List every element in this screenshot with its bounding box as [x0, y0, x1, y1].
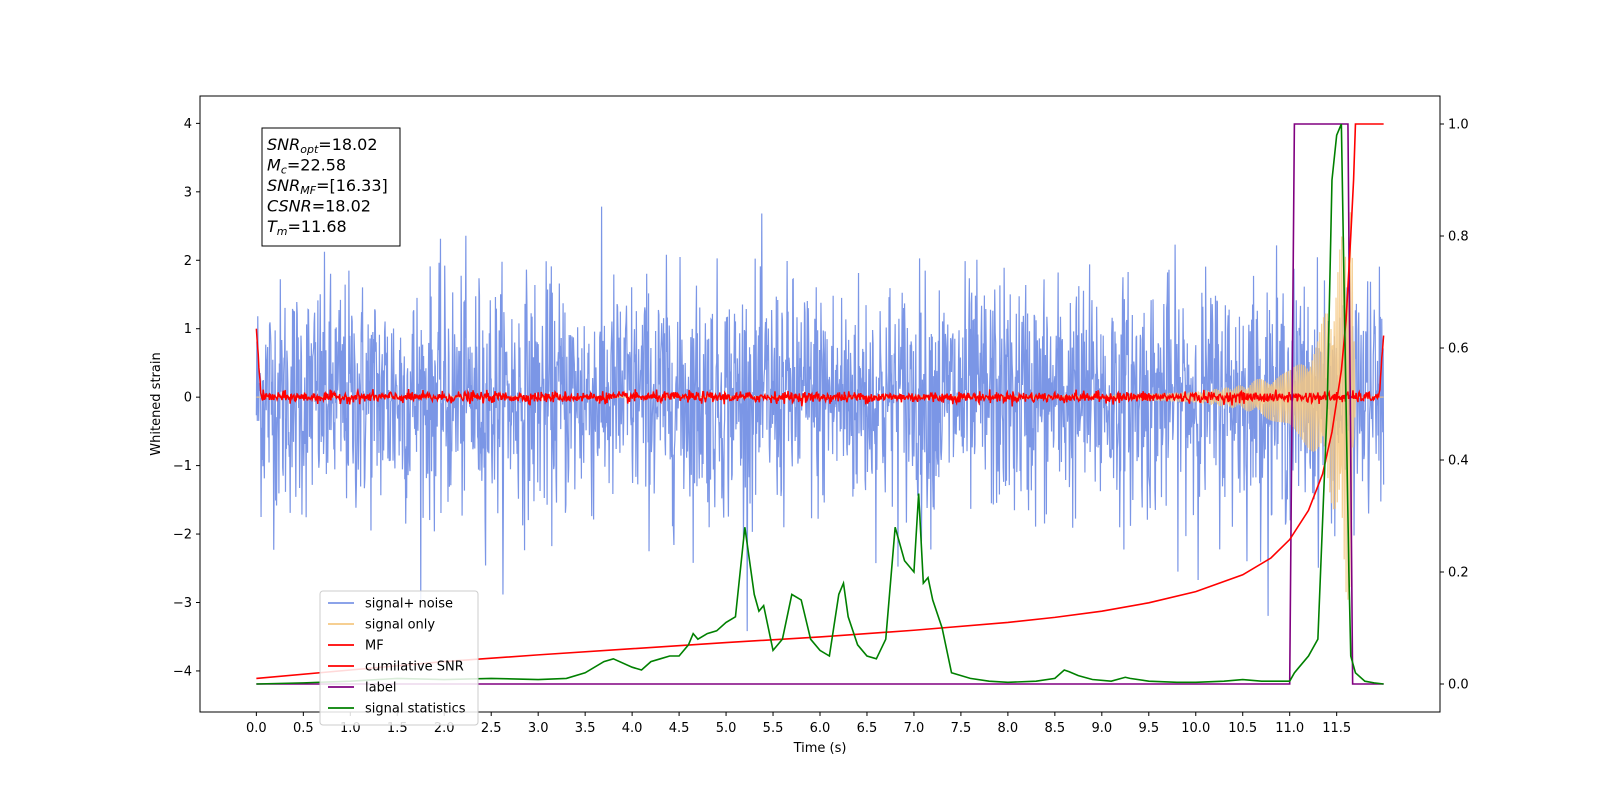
series-mf: [255, 328, 1385, 407]
y2-tick-label: 0.8: [1448, 230, 1469, 245]
x-tick-label: 3.5: [575, 721, 596, 736]
legend-frame: [319, 590, 479, 726]
annotation-line: Mc=22.58: [267, 156, 346, 177]
x-tick-label: 3.0: [528, 721, 549, 736]
legend: signal+ noise signal only MF cumilative SNR…: [319, 590, 479, 726]
x-tick-label: 9.0: [1091, 721, 1112, 736]
y2-tick-label: 0.2: [1448, 566, 1469, 581]
series-layer: [255, 123, 1385, 685]
x-tick-label: 11.5: [1322, 721, 1351, 736]
x-tick-label: 10.5: [1228, 721, 1257, 736]
x-tick-label: 0.0: [246, 721, 267, 736]
annotation-line: SNRopt=18.02: [267, 135, 378, 156]
x-tick-label: 4.5: [669, 721, 690, 736]
x-tick-label: 2.5: [481, 721, 502, 736]
y-axis-left: −4 −3 −2 −1 0 1 2 3 4: [173, 117, 200, 679]
y-axis-label: Whitened strain: [149, 352, 164, 455]
annotation-frame: [261, 127, 401, 247]
y2-tick-label: 0.6: [1448, 342, 1469, 357]
annotation-line: CSNR=18.02: [267, 197, 371, 216]
y-tick-label: 0: [184, 391, 192, 406]
series-label: [256, 123, 1384, 685]
x-tick-label: 6.5: [857, 721, 878, 736]
x-tick-label: 7.5: [951, 721, 972, 736]
x-tick-label: 7.0: [904, 721, 925, 736]
x-tick-label: 8.0: [998, 721, 1019, 736]
x-tick-label: 11.0: [1275, 721, 1304, 736]
legend-label: cumilative SNR: [365, 660, 464, 675]
y-tick-label: −2: [173, 528, 192, 543]
legend-label: label: [365, 681, 396, 696]
series-cumilative-snr: [256, 123, 1384, 680]
x-tick-label: 0.5: [293, 721, 314, 736]
y-tick-label: −3: [173, 596, 192, 611]
y-tick-label: 1: [184, 322, 192, 337]
annotation-line: Tm=11.68: [267, 217, 347, 238]
x-axis-label: Time (s): [793, 741, 847, 756]
legend-label: signal only: [365, 618, 435, 633]
y-tick-label: 4: [184, 117, 192, 132]
y2-tick-label: 0.0: [1448, 678, 1469, 693]
x-tick-label: 4.0: [622, 721, 643, 736]
y2-tick-label: 1.0: [1448, 118, 1469, 133]
x-tick-label: 6.0: [810, 721, 831, 736]
x-tick-label: 10.0: [1181, 721, 1210, 736]
annotation-line: SNRMF=[16.33]: [267, 176, 388, 197]
x-tick-label: 5.5: [763, 721, 784, 736]
x-tick-label: 8.5: [1045, 721, 1066, 736]
series-signal-statistics: [256, 123, 1384, 685]
legend-label: signal+ noise: [365, 597, 453, 612]
series-signal-noise: [255, 206, 1385, 632]
y-tick-label: 3: [184, 185, 192, 200]
x-tick-label: 9.5: [1138, 721, 1159, 736]
x-tick-label: 5.0: [716, 721, 737, 736]
y-tick-label: −1: [173, 459, 192, 474]
annotation-box: SNRopt=18.02Mc=22.58SNRMF=[16.33]CSNR=18…: [261, 127, 401, 247]
legend-label: signal statistics: [365, 702, 466, 717]
y-axis-right: 0.0 0.2 0.4 0.6 0.8 1.0: [1440, 118, 1469, 693]
y-tick-label: 2: [184, 254, 192, 269]
y-tick-label: −4: [173, 664, 192, 679]
y2-tick-label: 0.4: [1448, 454, 1469, 469]
legend-label: MF: [365, 639, 384, 654]
